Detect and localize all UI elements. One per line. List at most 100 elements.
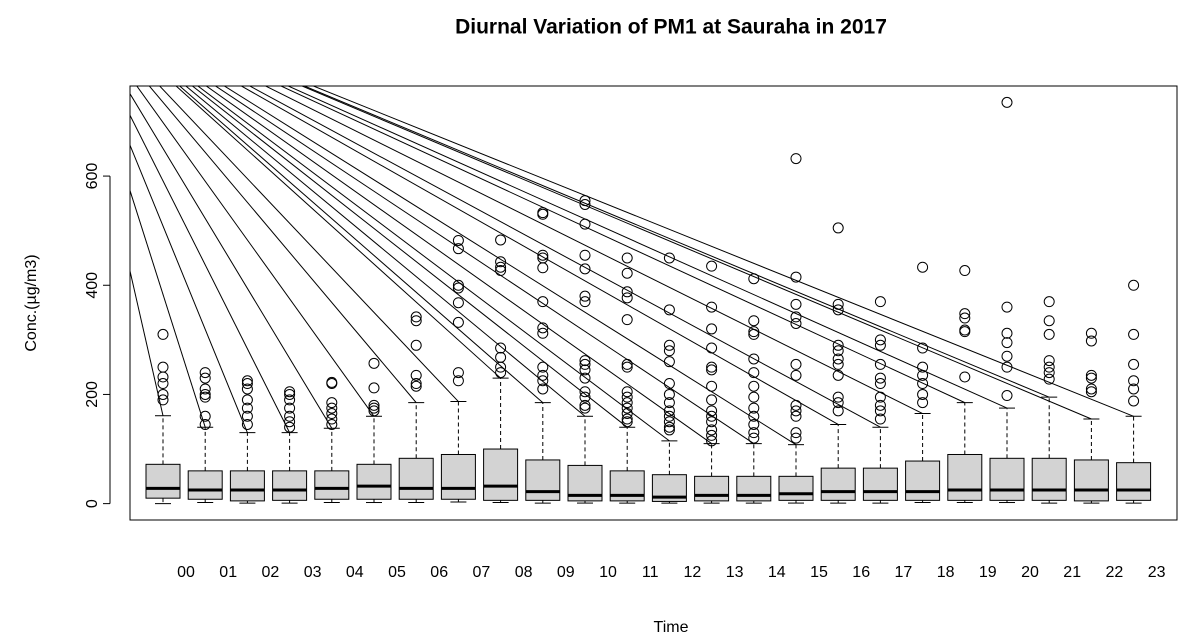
outlier	[157, 394, 169, 406]
outlier	[1043, 315, 1055, 327]
outlier	[917, 261, 929, 273]
artifact-line	[197, 86, 670, 442]
artifact-line	[175, 86, 501, 379]
outlier	[579, 249, 591, 261]
x-tick-label: 17	[895, 564, 913, 581]
box	[398, 457, 434, 500]
outlier	[199, 418, 211, 430]
outlier	[832, 304, 844, 316]
outlier	[410, 311, 422, 323]
outlier	[157, 328, 169, 340]
outlier	[495, 351, 507, 363]
outlier	[748, 418, 760, 430]
box	[1073, 459, 1109, 502]
outlier	[790, 298, 802, 310]
outlier	[706, 361, 718, 373]
outlier	[537, 369, 549, 381]
outlier	[368, 402, 380, 414]
outlier	[579, 364, 591, 376]
outlier	[368, 399, 380, 411]
outlier	[748, 367, 760, 379]
x-tick-label: 02	[262, 564, 280, 581]
outlier	[579, 399, 591, 411]
outlier	[621, 267, 633, 279]
outlier	[1128, 383, 1140, 395]
outlier	[790, 358, 802, 370]
outlier	[959, 312, 971, 324]
x-tick-label: 06	[430, 564, 448, 581]
outlier	[706, 260, 718, 272]
outlier	[621, 361, 633, 373]
outlier	[790, 311, 802, 323]
outlier	[199, 372, 211, 384]
x-tick-label: 04	[346, 564, 364, 581]
outlier	[579, 358, 591, 370]
outlier	[748, 410, 760, 422]
outlier	[241, 375, 253, 387]
outlier	[706, 416, 718, 428]
box	[440, 453, 476, 500]
outlier	[284, 410, 296, 422]
artifact-line	[158, 86, 459, 402]
outlier	[874, 378, 886, 390]
box	[989, 457, 1025, 501]
outlier	[495, 342, 507, 354]
outlier	[579, 386, 591, 398]
outlier	[579, 290, 591, 302]
x-tick-label: 09	[557, 564, 575, 581]
outlier	[241, 378, 253, 390]
outlier	[748, 328, 760, 340]
box	[145, 463, 181, 499]
outlier	[790, 399, 802, 411]
outlier	[663, 378, 675, 390]
outlier	[1085, 369, 1097, 381]
x-tick-label: 08	[515, 564, 533, 581]
x-tick-label: 19	[979, 564, 997, 581]
y-tick-label: 400	[84, 272, 101, 299]
artifact-line	[130, 92, 333, 429]
outlier	[157, 371, 169, 383]
outlier	[748, 353, 760, 365]
outlier	[241, 410, 253, 422]
artifact-line	[191, 86, 628, 428]
outlier	[410, 369, 422, 381]
outlier	[326, 418, 338, 430]
x-tick-label: 22	[1106, 564, 1124, 581]
outlier	[706, 405, 718, 417]
outlier	[241, 383, 253, 395]
outlier	[874, 391, 886, 403]
outlier	[874, 358, 886, 370]
outlier	[621, 413, 633, 425]
outlier	[706, 323, 718, 335]
artifact-line	[312, 86, 1134, 417]
outlier	[495, 256, 507, 268]
outlier	[241, 418, 253, 430]
artifact-line	[223, 86, 797, 446]
outlier	[1001, 96, 1013, 108]
outlier	[537, 262, 549, 274]
box	[272, 470, 308, 501]
outlier	[748, 273, 760, 285]
box	[778, 475, 814, 501]
y-tick-label: 200	[84, 381, 101, 408]
chart-title: Diurnal Variation of PM1 at Sauraha in 2…	[455, 16, 887, 39]
outlier	[663, 405, 675, 417]
artifact-line	[248, 86, 881, 428]
outlier	[663, 345, 675, 357]
x-tick-label: 21	[1063, 564, 1081, 581]
box	[187, 470, 223, 500]
outlier	[452, 243, 464, 255]
x-tick-label: 07	[473, 564, 491, 581]
box	[525, 459, 561, 501]
outlier	[917, 397, 929, 409]
artifact-line	[240, 86, 839, 425]
outlier	[621, 292, 633, 304]
box	[947, 453, 983, 501]
artifact-line	[136, 86, 375, 417]
x-tick-label: 01	[219, 564, 237, 581]
outlier	[748, 427, 760, 439]
outlier	[241, 402, 253, 414]
outlier	[284, 416, 296, 428]
outlier	[579, 296, 591, 308]
outlier	[1001, 361, 1013, 373]
